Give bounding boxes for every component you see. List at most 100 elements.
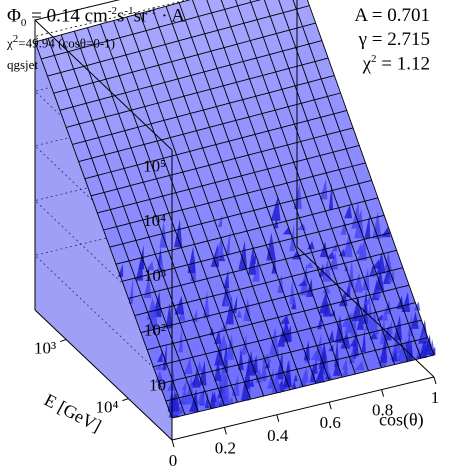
spike bbox=[361, 268, 370, 291]
spike bbox=[241, 333, 247, 355]
mesh-line bbox=[306, 0, 435, 356]
spike bbox=[280, 314, 290, 324]
spike bbox=[424, 334, 432, 356]
spike bbox=[281, 319, 291, 343]
mesh-line bbox=[192, 0, 330, 381]
x-tick bbox=[433, 376, 437, 385]
spike bbox=[154, 370, 164, 383]
surface-patch bbox=[221, 0, 238, 10]
spike bbox=[303, 340, 311, 361]
spike bbox=[187, 246, 196, 274]
x-tick-label: 0.2 bbox=[215, 438, 236, 457]
spike bbox=[319, 178, 328, 200]
surface-patch bbox=[152, 6, 173, 28]
spike bbox=[383, 299, 392, 315]
x-axis-label: cos(θ) bbox=[379, 409, 424, 430]
spike bbox=[305, 278, 313, 297]
mesh-line bbox=[86, 27, 225, 406]
param-chi-square: χ2 = 1.12 bbox=[362, 53, 430, 75]
spike bbox=[384, 251, 392, 271]
spike bbox=[273, 217, 279, 229]
spike bbox=[372, 211, 382, 239]
x-tick bbox=[223, 427, 227, 435]
mesh-line bbox=[139, 13, 278, 394]
spike bbox=[311, 359, 318, 374]
z-tick-label: 10² bbox=[144, 321, 166, 340]
spike bbox=[157, 350, 163, 362]
spike bbox=[364, 214, 371, 239]
z-tick-label: 10⁴ bbox=[143, 211, 166, 230]
mesh-line bbox=[152, 9, 291, 390]
spike bbox=[226, 396, 234, 405]
spike bbox=[321, 286, 331, 294]
spike bbox=[223, 269, 230, 289]
spike bbox=[328, 329, 335, 342]
spike bbox=[183, 357, 193, 374]
spike bbox=[333, 358, 341, 376]
mesh-line bbox=[206, 0, 343, 378]
floor-left-edge bbox=[34, 309, 173, 441]
floor-front-edge bbox=[171, 376, 435, 441]
spike bbox=[340, 331, 351, 349]
surface-patch bbox=[87, 24, 107, 45]
surface-patch bbox=[119, 34, 140, 55]
mesh-line bbox=[235, 0, 369, 372]
surface-patch bbox=[61, 31, 81, 52]
surface-patch bbox=[74, 27, 94, 49]
x-tick bbox=[171, 439, 175, 448]
param-gamma: γ = 2.715 bbox=[358, 29, 430, 50]
surface-patch bbox=[35, 38, 55, 59]
model-label: qgsjet bbox=[7, 57, 39, 72]
spike bbox=[250, 252, 257, 265]
spike bbox=[225, 333, 234, 360]
spike bbox=[315, 366, 325, 383]
spike bbox=[214, 341, 224, 366]
x-tick-label: 0.8 bbox=[372, 401, 393, 420]
spike bbox=[380, 334, 388, 363]
spike bbox=[283, 359, 292, 388]
spike bbox=[181, 380, 187, 390]
surface-patch bbox=[86, 61, 107, 83]
mesh-line bbox=[249, 0, 383, 368]
spike bbox=[401, 291, 411, 312]
x-tick bbox=[276, 414, 280, 422]
mesh-line bbox=[34, 41, 173, 419]
spike bbox=[338, 248, 346, 257]
spike bbox=[143, 275, 152, 298]
spike bbox=[184, 375, 194, 405]
surface-patch bbox=[106, 37, 127, 59]
spike bbox=[355, 243, 364, 255]
spike bbox=[173, 219, 183, 248]
spike bbox=[269, 326, 280, 356]
spike bbox=[204, 392, 210, 409]
spike bbox=[322, 300, 332, 317]
axes bbox=[33, 0, 437, 448]
spike bbox=[190, 377, 196, 385]
spike bbox=[363, 296, 368, 324]
spike bbox=[305, 261, 314, 268]
spike bbox=[410, 311, 419, 329]
spike bbox=[293, 182, 302, 209]
spike bbox=[174, 295, 185, 315]
spike bbox=[210, 243, 220, 267]
surface-patch bbox=[235, 0, 251, 6]
mesh-line bbox=[178, 2, 317, 384]
y-tick-label: 10³ bbox=[34, 339, 56, 358]
mesh-line bbox=[165, 6, 304, 387]
spike bbox=[219, 374, 230, 404]
spike bbox=[391, 348, 398, 362]
spike bbox=[344, 311, 353, 334]
y-tick-label: 10⁴ bbox=[95, 398, 118, 417]
spike bbox=[310, 348, 320, 360]
spike bbox=[293, 373, 298, 382]
surface-mesh bbox=[34, 0, 435, 419]
surface-patch bbox=[126, 13, 147, 35]
surface-patch bbox=[113, 16, 133, 38]
spike bbox=[331, 243, 338, 252]
spike bbox=[340, 218, 347, 235]
surface-patch bbox=[93, 41, 113, 62]
spike bbox=[197, 389, 206, 405]
surface-patch bbox=[80, 44, 100, 66]
